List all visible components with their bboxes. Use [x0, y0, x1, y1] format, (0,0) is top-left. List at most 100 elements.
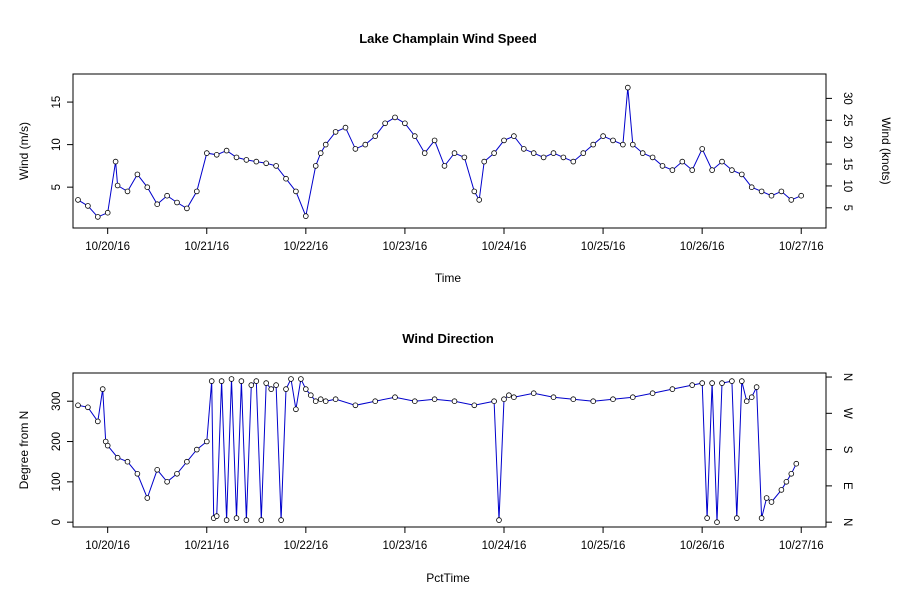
- data-point: [689, 167, 695, 173]
- y2-tick-label: 5: [841, 205, 853, 211]
- data-point: [99, 386, 106, 392]
- data-point: [194, 446, 200, 453]
- data-point: [134, 470, 141, 477]
- data-point: [258, 517, 265, 523]
- data-point: [112, 158, 119, 165]
- data-point: [699, 146, 705, 152]
- data-point: [451, 150, 458, 156]
- wind-speed-y-axis: 5 10 15: [51, 96, 73, 190]
- data-point: [293, 188, 299, 195]
- data-point: [253, 158, 260, 165]
- x-tick-label: 10/23/16: [383, 241, 428, 253]
- y-tick-label: 200: [51, 432, 63, 451]
- wind-direction-series: [75, 376, 800, 525]
- wind-direction-y-label: Degree from N: [17, 411, 31, 490]
- wind-speed-series: [75, 84, 804, 220]
- data-point: [75, 402, 81, 409]
- data-point: [75, 197, 81, 203]
- data-point: [352, 402, 359, 409]
- data-point: [649, 154, 656, 161]
- data-point: [317, 150, 324, 156]
- y-tick-label: 10: [51, 138, 63, 151]
- data-point: [268, 386, 275, 392]
- x-tick-label: 10/25/16: [581, 241, 626, 253]
- data-point: [629, 394, 636, 401]
- data-point: [382, 120, 388, 127]
- data-point: [659, 163, 666, 169]
- data-point: [550, 394, 557, 401]
- data-point: [590, 141, 596, 148]
- data-point: [431, 396, 438, 403]
- wind-speed-panel: Lake Champlain Wind Speed 10/20/16 10/21/…: [17, 31, 893, 285]
- data-point: [322, 141, 329, 148]
- data-point: [758, 188, 765, 195]
- data-point: [719, 380, 725, 386]
- data-point: [362, 141, 369, 148]
- y2-tick-label: 20: [841, 136, 853, 149]
- data-point: [302, 213, 309, 219]
- data-point: [342, 124, 349, 131]
- data-point: [184, 205, 190, 212]
- data-point: [501, 396, 507, 403]
- data-point: [560, 154, 567, 161]
- data-point: [104, 442, 111, 449]
- data-point: [714, 519, 720, 525]
- wind-speed-plot-frame: [72, 73, 827, 229]
- data-point: [307, 392, 314, 399]
- data-point: [263, 160, 270, 167]
- data-point: [629, 141, 636, 148]
- data-point: [124, 458, 131, 465]
- data-point: [402, 120, 408, 127]
- wind-direction-x-axis: 10/20/16 10/21/16 10/22/16 10/23/16 10/24/16…: [85, 527, 824, 552]
- data-point: [238, 378, 245, 384]
- wind-direction-y-axis: 0 100 200 300: [51, 392, 73, 525]
- data-point: [669, 167, 676, 173]
- data-point: [204, 150, 210, 156]
- data-point: [312, 398, 319, 405]
- data-point: [788, 470, 795, 477]
- data-point: [511, 394, 517, 401]
- x-tick-label: 10/20/16: [85, 540, 130, 552]
- data-point: [174, 199, 180, 206]
- data-point: [540, 154, 547, 161]
- data-point: [154, 201, 161, 208]
- x-tick-label: 10/21/16: [184, 241, 229, 253]
- wind-speed-x-axis: 10/20/16 10/21/16 10/22/16 10/23/16 10/24/16…: [85, 228, 824, 253]
- data-point: [332, 129, 339, 135]
- data-point: [95, 418, 101, 425]
- data-point: [218, 378, 225, 384]
- y2-tick-label: S: [841, 446, 853, 454]
- data-point: [293, 406, 299, 413]
- data-point: [85, 404, 91, 411]
- x-tick-label: 10/24/16: [482, 540, 527, 552]
- data-point: [213, 152, 220, 158]
- data-point: [570, 158, 577, 165]
- data-point: [134, 171, 141, 178]
- data-point: [273, 382, 279, 388]
- data-point: [228, 376, 235, 382]
- data-point: [95, 214, 101, 220]
- data-point: [783, 478, 790, 485]
- data-point: [144, 184, 151, 191]
- data-point: [263, 380, 270, 386]
- wind-speed-y2-label: Wind (knots): [879, 117, 893, 184]
- data-point: [639, 150, 646, 156]
- x-tick-label: 10/24/16: [482, 241, 527, 253]
- data-point: [278, 517, 284, 523]
- data-point: [114, 182, 121, 189]
- data-point: [788, 197, 795, 203]
- y-tick-label: 100: [51, 472, 63, 491]
- data-point: [511, 133, 517, 139]
- data-point: [273, 163, 279, 169]
- data-point: [213, 513, 220, 519]
- data-point: [288, 376, 294, 382]
- data-point: [298, 376, 304, 382]
- data-point: [778, 188, 785, 195]
- data-point: [352, 146, 359, 152]
- data-point: [729, 167, 735, 173]
- wind-direction-x-label: PctTime: [426, 571, 470, 585]
- data-point: [506, 392, 512, 399]
- data-point: [372, 398, 379, 405]
- data-point: [312, 163, 319, 169]
